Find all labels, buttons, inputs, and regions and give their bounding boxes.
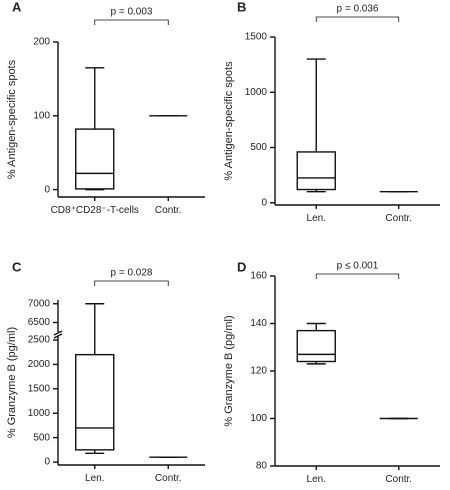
x-tick-label: Contr. — [385, 213, 413, 224]
x-tick-label-box: Contr. — [385, 213, 413, 224]
p-value: p ≤ 0.001 — [337, 261, 379, 272]
x-tick-label-box: Contr. — [154, 205, 182, 216]
y-tick-label: 100 — [33, 110, 50, 121]
axis-break — [53, 330, 63, 336]
significance-bracket — [94, 19, 169, 25]
significance-bracket — [94, 280, 169, 286]
x-tick-label-box: Len. — [306, 474, 326, 485]
x-tick-label: Contr. — [154, 473, 182, 484]
y-tick-label: 0 — [44, 457, 50, 468]
panel-letter: D — [237, 259, 246, 274]
y-tick-label: 0 — [261, 197, 267, 208]
x-tick-label-box: Len. — [306, 213, 326, 224]
y-tick-label: 500 — [250, 142, 267, 153]
p-value: p = 0.036 — [337, 4, 379, 15]
y-tick-label: 100 — [250, 413, 267, 424]
y-tick-label: 1500 — [28, 383, 51, 394]
y-tick-label: 2500 — [28, 335, 51, 346]
x-tick-label: Len. — [306, 213, 326, 224]
y-tick-label: 1500 — [245, 32, 268, 43]
y-tick-label: 160 — [250, 271, 267, 282]
box — [296, 329, 336, 363]
x-tick-label-box: Len. — [85, 473, 105, 484]
p-value: p = 0.003 — [111, 7, 153, 18]
y-tick-label: 1000 — [28, 408, 51, 419]
x-tick-label-box: Contr. — [154, 473, 182, 484]
panel-letter: B — [237, 0, 246, 14]
y-tick-label: 200 — [33, 37, 50, 48]
x-tick-label: Len. — [306, 474, 326, 485]
y-tick-label: 1000 — [245, 87, 268, 98]
y-tick-label: 80 — [256, 461, 268, 472]
significance-bracket — [315, 273, 400, 279]
panel-letter: C — [12, 259, 22, 274]
y-axis-label: % Granzyme B (pg/ml) — [223, 315, 235, 426]
box — [296, 151, 336, 191]
x-tick-label: Len. — [85, 473, 105, 484]
y-tick-label: 2000 — [28, 359, 51, 370]
y-axis-label: % Antigen-specific spots — [223, 61, 235, 181]
y-tick-label: 0 — [44, 184, 50, 195]
y-axis-label: % Granzyme B (pg/ml) — [6, 327, 18, 438]
panel-letter: A — [12, 0, 22, 14]
significance-bracket — [315, 16, 400, 22]
axis-break — [53, 333, 63, 339]
box — [75, 128, 115, 190]
y-tick-label: 500 — [33, 432, 50, 443]
y-tick-label: 140 — [250, 318, 267, 329]
x-tick-label: Contr. — [154, 205, 182, 216]
y-tick-label: 120 — [250, 366, 267, 377]
y-tick-label: 6500 — [28, 317, 51, 328]
y-tick-label: 7000 — [28, 298, 51, 309]
y-axis-label: % Antigen-specific spots — [6, 59, 18, 179]
p-value: p = 0.028 — [111, 268, 153, 279]
x-tick-label-box: Contr. — [385, 474, 413, 485]
x-tick-label-box: CD8⁺CD28⁻-T-cells — [50, 205, 139, 216]
box — [75, 353, 115, 451]
x-tick-label: Contr. — [385, 474, 413, 485]
x-tick-label: CD8⁺CD28⁻-T-cells — [50, 205, 139, 216]
